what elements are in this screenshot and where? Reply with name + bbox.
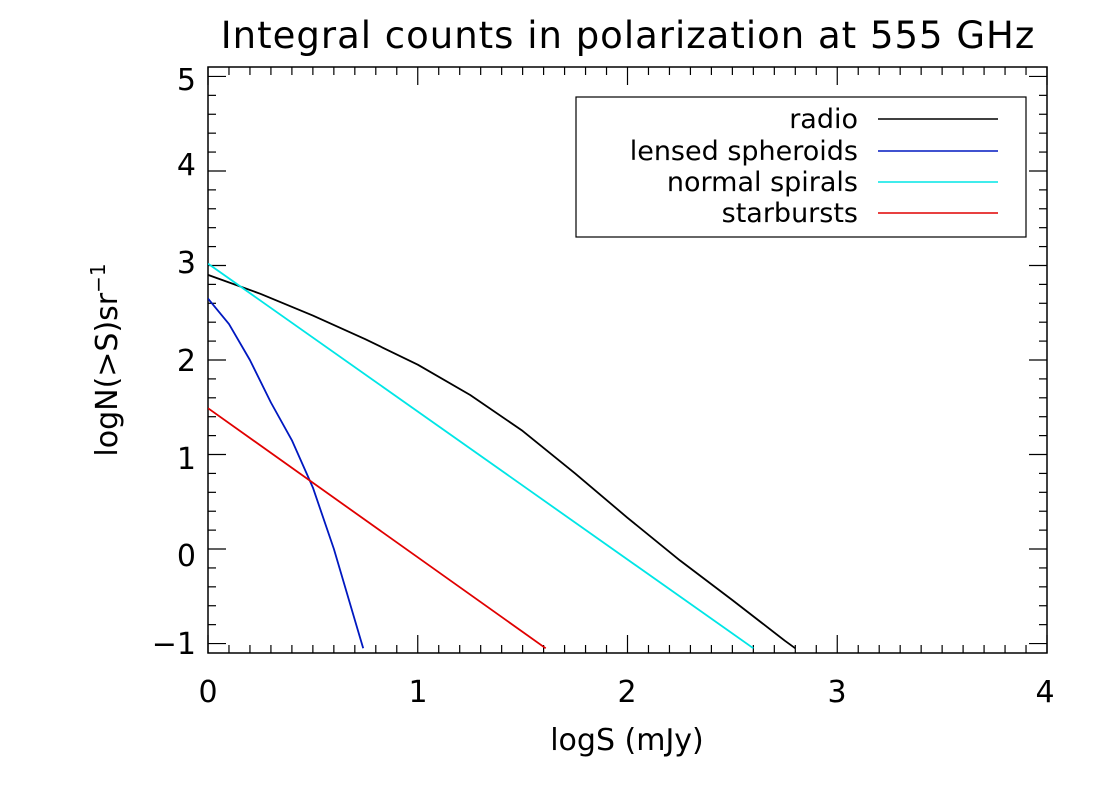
- y-tick-label: 5: [177, 63, 196, 98]
- chart-title: Integral counts in polarization at 555 G…: [221, 14, 1036, 57]
- y-tick-label: 0: [177, 539, 196, 574]
- y-tick-label: 2: [177, 344, 196, 379]
- legend: radio lensed spheroids normal spirals st…: [575, 96, 1027, 238]
- y-tick-label: 4: [177, 148, 196, 183]
- x-tick-label: 0: [198, 675, 217, 710]
- x-tick-label: 1: [408, 675, 427, 710]
- legend-label-normal-spirals: normal spirals: [667, 167, 858, 198]
- y-axis-title: logN(>S)sr−1: [86, 263, 125, 456]
- y-axis-title-superscript: −1: [86, 263, 110, 292]
- y-tick-label: −1: [152, 627, 196, 662]
- y-tick-label: 1: [177, 442, 196, 477]
- legend-label-radio: radio: [789, 104, 858, 135]
- x-tick-label: 2: [617, 675, 636, 710]
- tick-labels: 0 1 2 3 4 −1 0 1 2 3 4 5: [152, 63, 1055, 710]
- x-tick-label: 3: [827, 675, 846, 710]
- axis-ticks: [207, 67, 1048, 653]
- legend-label-starbursts: starbursts: [722, 198, 858, 229]
- series-line-radio: [208, 274, 796, 650]
- y-tick-label: 3: [177, 246, 196, 281]
- legend-label-lensed-spheroids: lensed spheroids: [630, 136, 858, 167]
- x-axis-title: logS (mJy): [550, 723, 704, 758]
- series-line-normal-spirals: [208, 262, 754, 650]
- series-group: [208, 262, 796, 650]
- x-tick-label: 4: [1035, 675, 1054, 710]
- series-line-lensed-spheroids: [208, 298, 365, 649]
- series-line-starbursts: [208, 407, 547, 650]
- y-axis-title-text: logN(>S)sr: [90, 292, 125, 456]
